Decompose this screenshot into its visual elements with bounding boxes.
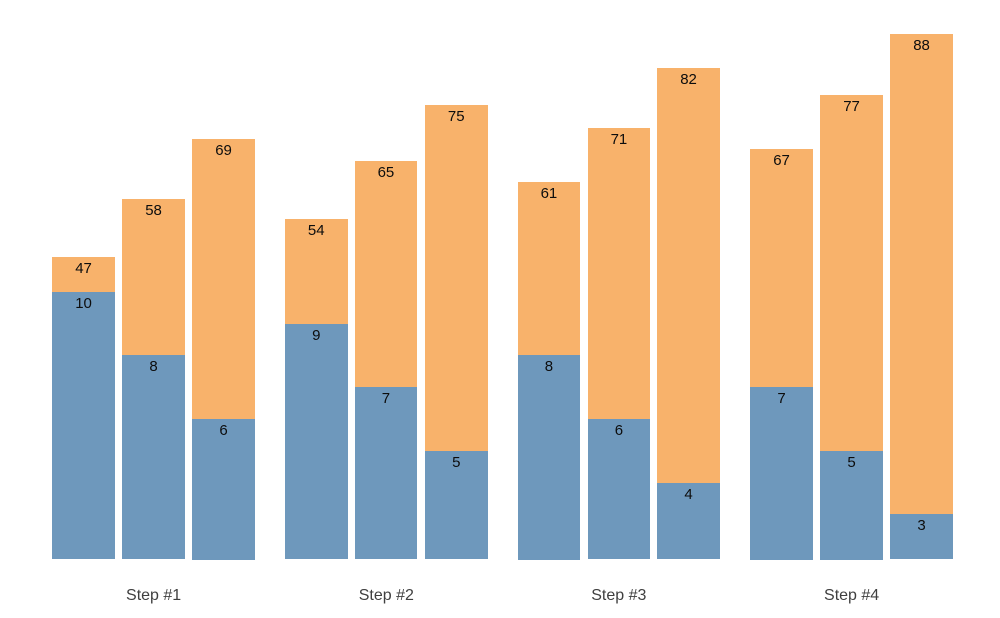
- bar-total-label: 88: [913, 37, 930, 55]
- bar-top-segment: [52, 257, 115, 292]
- bar-bottom-segment: [122, 354, 185, 560]
- bar-total-label: 71: [610, 130, 628, 148]
- bar-secondary-label: 5: [847, 454, 856, 471]
- bar-top-segment: [750, 149, 813, 387]
- bar-top-segment: [517, 181, 581, 355]
- bar-bottom-segment: [657, 483, 720, 560]
- bar-top-segment: [820, 95, 883, 451]
- bar-bottom-segment: [192, 419, 255, 560]
- bar-secondary-label: 8: [544, 358, 554, 375]
- bar-bottom-segment: [425, 450, 488, 560]
- bar-top-segment: [285, 219, 348, 324]
- bar-total-label: 77: [843, 98, 860, 116]
- bar-secondary-label: 5: [452, 453, 461, 471]
- bar-top-segment: [192, 139, 255, 419]
- bar-bottom-segment: [52, 291, 115, 560]
- bar-bottom-segment: [820, 451, 883, 560]
- bar-bottom-segment: [517, 355, 581, 560]
- bar-secondary-label: 4: [684, 486, 693, 504]
- bar-bottom-segment: [285, 323, 348, 560]
- bar-total-label: 54: [307, 222, 325, 240]
- bar-bottom-segment: [890, 514, 953, 560]
- bar-total-label: 75: [447, 108, 465, 126]
- bar-secondary-label: 8: [149, 357, 158, 375]
- bar-total-label: 65: [377, 163, 395, 181]
- bar-top-segment: [587, 127, 651, 419]
- bar-total-label: 69: [215, 142, 232, 160]
- bar-secondary-label: 10: [75, 294, 92, 312]
- bar-bottom-segment: [587, 418, 651, 560]
- bar-top-segment: [890, 34, 953, 515]
- bar-secondary-label: 6: [614, 421, 624, 439]
- bar-total-label: 47: [75, 260, 92, 277]
- bar-bottom-segment: [354, 386, 418, 560]
- x-axis-label: Step #3: [591, 587, 647, 604]
- bar-secondary-label: 3: [917, 517, 926, 535]
- bar-bottom-segment: [750, 387, 813, 560]
- bar-secondary-label: 7: [381, 389, 391, 407]
- bar-top-segment: [122, 199, 185, 355]
- bar-secondary-label: 7: [777, 390, 786, 407]
- bar-top-segment: [354, 160, 418, 387]
- x-axis-label: Step #4: [824, 587, 880, 604]
- bar-total-label: 58: [145, 202, 162, 220]
- bar-secondary-label: 6: [219, 422, 228, 439]
- x-axis-label: Step #1: [126, 587, 182, 604]
- x-axis-label: Step #2: [358, 587, 414, 604]
- bar-secondary-label: 9: [312, 326, 321, 344]
- bar-top-segment: [657, 67, 720, 484]
- bar-total-label: 61: [540, 184, 558, 202]
- bar-top-segment: [425, 105, 488, 451]
- bar-total-label: 82: [680, 70, 697, 88]
- bar-total-label: 67: [773, 152, 790, 170]
